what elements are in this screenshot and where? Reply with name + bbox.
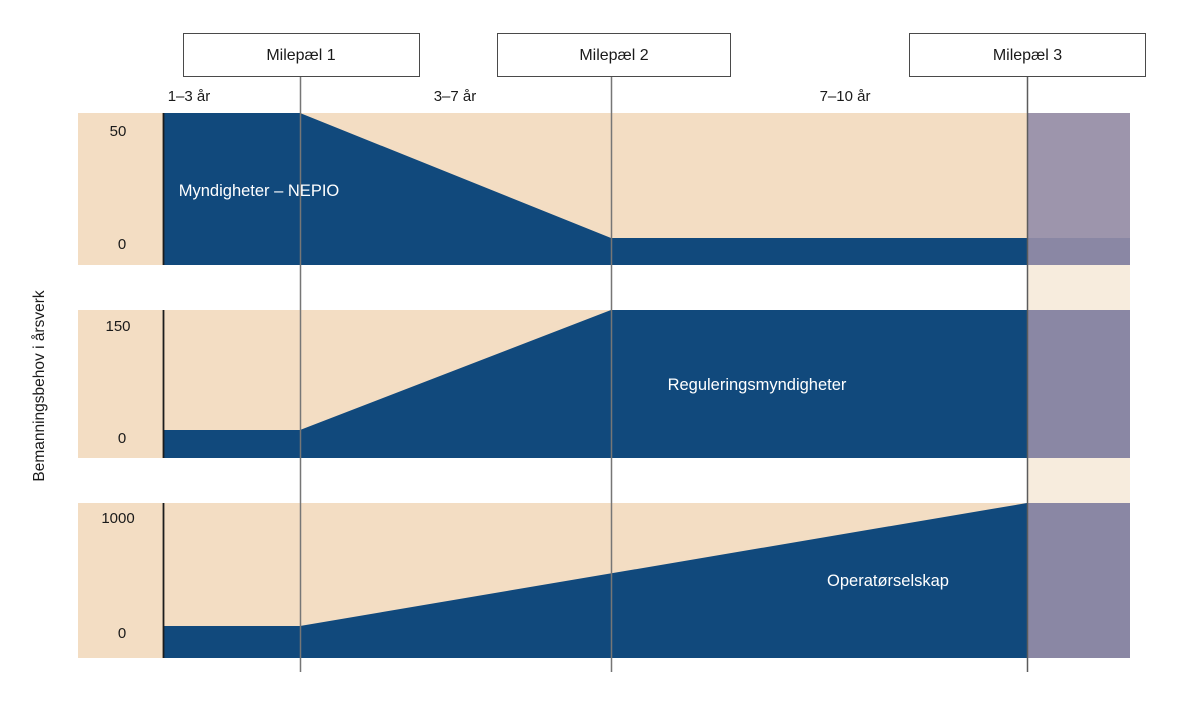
band3-max-tick: 1000 [101,510,134,527]
phase2-label: 3–7 år [434,88,477,105]
after-m3-gap2 [1027,458,1130,503]
milestone1-label: Milepæl 1 [266,47,335,64]
after-m3-band1-upper [1027,113,1130,238]
band2-max-tick: 150 [105,318,130,335]
series3-label: Operatørselskap [827,572,949,590]
band1-max-tick: 50 [110,123,127,140]
phase3-label: 7–10 år [820,88,871,105]
milestone2-label: Milepæl 2 [579,47,648,64]
milestone1-box [183,33,420,77]
phase1-label: 1–3 år [168,88,211,105]
after-m3-band2 [1027,310,1130,458]
milestone3-label: Milepæl 3 [993,47,1062,64]
series1-label: Myndigheter – NEPIO [179,182,340,200]
area-operatorselskap [163,503,1130,658]
area-myndigheter-nepio [163,113,1130,265]
area-reguleringsmyndigheter [163,310,1130,458]
after-m3-band3 [1027,503,1130,658]
after-m3-gap1 [1027,265,1130,310]
y-axis-title: Bemanningsbehov i årsverk [31,290,48,482]
series2-label: Reguleringsmyndigheter [668,376,847,394]
after-m3-band1-lower [1027,238,1130,265]
band2-min-tick: 0 [118,430,126,447]
milestone3-box [909,33,1146,77]
milestone2-box [497,33,731,77]
band3-min-tick: 0 [118,625,126,642]
band1-min-tick: 0 [118,236,126,253]
